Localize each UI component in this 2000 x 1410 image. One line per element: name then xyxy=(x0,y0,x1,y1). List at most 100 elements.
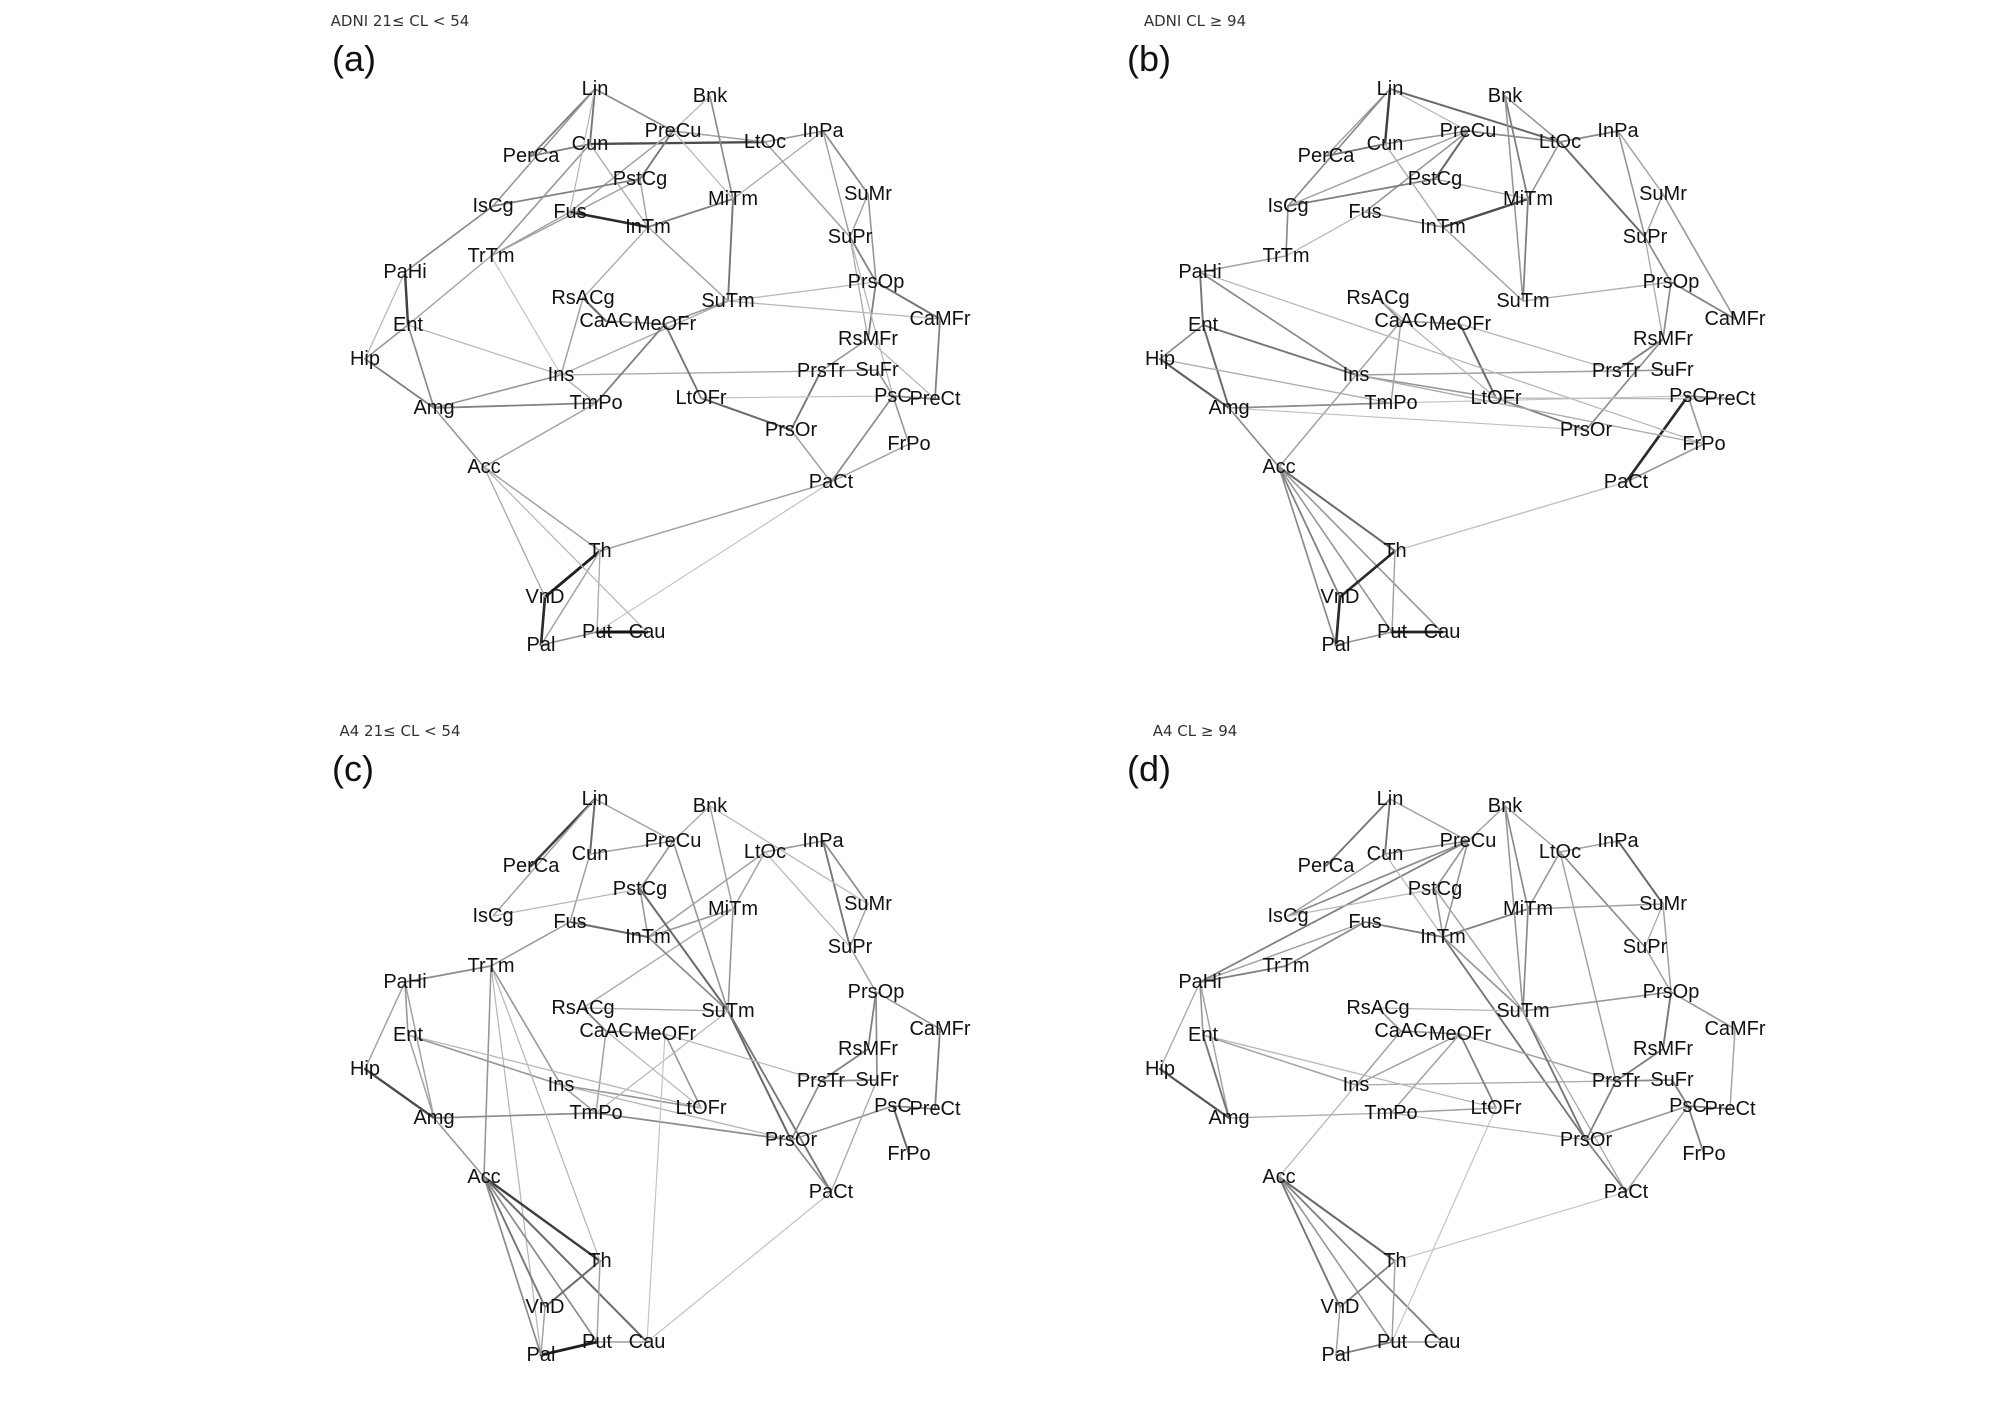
node-label-Cun: Cun xyxy=(1367,843,1404,865)
edge-PrsOp-SuPr xyxy=(849,946,877,993)
edge-Cun-Fus xyxy=(569,853,591,923)
node-label-PaCt: PaCt xyxy=(1604,1181,1649,1203)
edge-InTm-PrsOr xyxy=(1442,936,1587,1141)
edge-TmPo-CaAC xyxy=(1390,320,1402,404)
edge-PstCg-InTm xyxy=(1434,888,1444,938)
edge-Amg-Ins xyxy=(433,374,562,409)
edge-PrsOr-PrsTr xyxy=(1585,1080,1617,1141)
node-label-LtOc: LtOc xyxy=(1539,841,1581,863)
panel-title: ADNI 21≤ CL < 54 xyxy=(330,12,470,30)
node-label-PreCu: PreCu xyxy=(1440,120,1497,142)
edge-PrsOp-SuPr xyxy=(1644,236,1672,283)
node-label-Cau: Cau xyxy=(1424,621,1461,643)
node-label-MiTm: MiTm xyxy=(708,188,758,210)
edge-PrsOp-SuPr xyxy=(849,236,877,283)
edge-IsCg-PaHi xyxy=(404,205,494,273)
node-label-Th: Th xyxy=(588,540,611,562)
node-label-PrsOr: PrsOr xyxy=(765,1129,818,1151)
edge-Amg-PrsOr xyxy=(1228,407,1587,431)
edge-Bnk-MiTm xyxy=(1504,805,1529,910)
panel-a: ADNI 21≤ CL < 54 (a) Lin Bnk PreCu InPa LtOc… xyxy=(0,0,971,700)
edge-SuPr-RsMFr xyxy=(849,236,869,340)
edge-TrTm-Ent xyxy=(407,255,492,326)
edge-InTm-SuTm xyxy=(1442,936,1524,1012)
node-label-RsMFr: RsMFr xyxy=(838,328,898,350)
edge-SuTm-PrsOp xyxy=(1522,991,1672,1012)
edge-Pal-Put xyxy=(1335,1341,1393,1356)
node-label-Th: Th xyxy=(1383,540,1406,562)
node-label-PstCg: PstCg xyxy=(1408,168,1462,190)
edge-PrsTr-SuFr xyxy=(820,369,878,372)
node-label-Bnk: Bnk xyxy=(1488,85,1523,107)
edge-Pal-Put xyxy=(539,1340,599,1357)
edge-MiTm-InTm xyxy=(647,198,734,228)
node-label-PrsOr: PrsOr xyxy=(1560,419,1613,441)
node-label-Ins: Ins xyxy=(548,364,575,386)
edge-Lin-IsCg xyxy=(492,88,596,207)
edge-SuPr-PsC xyxy=(849,236,894,397)
node-label-InTm: InTm xyxy=(625,216,671,238)
edge-MeOFr-LtOFr xyxy=(664,1033,702,1109)
edge-InTm-PstCg xyxy=(639,178,649,228)
node-label-Put: Put xyxy=(582,1331,612,1353)
edge-Acc-Cau xyxy=(483,466,648,633)
node-label-PerCa: PerCa xyxy=(503,855,561,877)
edge-SuTm-PrsOr xyxy=(1522,1010,1587,1141)
edge-PreCu-InTm xyxy=(1442,840,1469,938)
edge-InPa-LtOc xyxy=(1559,130,1619,143)
edge-PaHi-FrPo xyxy=(1199,271,1705,445)
node-label-PrsOr: PrsOr xyxy=(765,419,818,441)
edge-Pal-Put xyxy=(540,631,598,646)
edge-FrPo-PsC xyxy=(1687,395,1705,445)
node-label-FrPo: FrPo xyxy=(887,1143,930,1165)
edge-Cun-PerCa xyxy=(1325,143,1386,157)
edge-PreCu-IsCg xyxy=(1287,840,1469,917)
node-label-InTm: InTm xyxy=(625,926,671,948)
edge-TrTm-PaHi xyxy=(1199,965,1287,983)
node-label-Hip: Hip xyxy=(350,1058,380,1080)
node-label-SuTm: SuTm xyxy=(1496,290,1549,312)
edge-Ins-SuTm xyxy=(560,300,729,376)
node-label-Fus: Fus xyxy=(1348,911,1381,933)
edge-Hip-Amg xyxy=(1158,357,1231,410)
edge-Lin-Cun xyxy=(1383,87,1392,146)
edge-Ins-CaAC xyxy=(1355,320,1402,376)
edge-PrsTr-RsMFr xyxy=(820,338,869,372)
edge-PrsOr-PrsTr xyxy=(790,1080,822,1141)
node-label-LtOc: LtOc xyxy=(744,841,786,863)
edge-TmPo-CaAC xyxy=(595,1030,607,1114)
node-label-InTm: InTm xyxy=(1420,926,1466,948)
node-label-PerCa: PerCa xyxy=(1298,145,1356,167)
edge-Cun-InTm xyxy=(1384,853,1444,938)
node-label-TrTm: TrTm xyxy=(467,245,514,267)
edge-MiTm-InTm xyxy=(1442,908,1529,938)
edge-TrTm-Cun xyxy=(490,143,591,257)
edge-SuMr-PrsOp xyxy=(1662,903,1672,993)
edge-PreCu-PstCg xyxy=(1433,129,1470,181)
edge-Th-PaCt xyxy=(1394,1191,1627,1262)
node-label-Fus: Fus xyxy=(553,201,586,223)
edge-PrsOr-PrsTr xyxy=(790,370,822,431)
edge-LtOc-MiTm xyxy=(732,851,766,910)
node-label-Put: Put xyxy=(1377,621,1407,643)
edge-Ins-LtOFr xyxy=(1355,374,1497,399)
edge-Acc-VnD xyxy=(483,466,546,598)
edge-Ent-LtOFr xyxy=(407,1034,702,1109)
edge-Acc-VnD xyxy=(483,1176,546,1308)
edge-Ent-Hip xyxy=(364,324,409,360)
node-label-MeOFr: MeOFr xyxy=(634,313,697,335)
node-label-Cun: Cun xyxy=(572,133,609,155)
edge-PaHi-Ent xyxy=(404,981,409,1036)
edge-PrsTr-SuFr xyxy=(820,1079,878,1082)
edge-InTm-SuTm xyxy=(1442,226,1524,302)
edge-RsACg-SuTm xyxy=(1377,1007,1524,1012)
edge-TrTm-Ins xyxy=(490,255,562,376)
edge-SuTm-PrsOp xyxy=(1522,281,1672,302)
edge-RsMFr-PrsOp xyxy=(1662,991,1672,1050)
edge-Acc-Put xyxy=(483,1176,598,1343)
panel-title: A4 CL ≥ 94 xyxy=(1152,722,1238,740)
node-label-VnD: VnD xyxy=(1321,1296,1360,1318)
edge-Cun-PerCa xyxy=(530,143,591,157)
edge-Bnk-MiTm xyxy=(1504,95,1529,200)
